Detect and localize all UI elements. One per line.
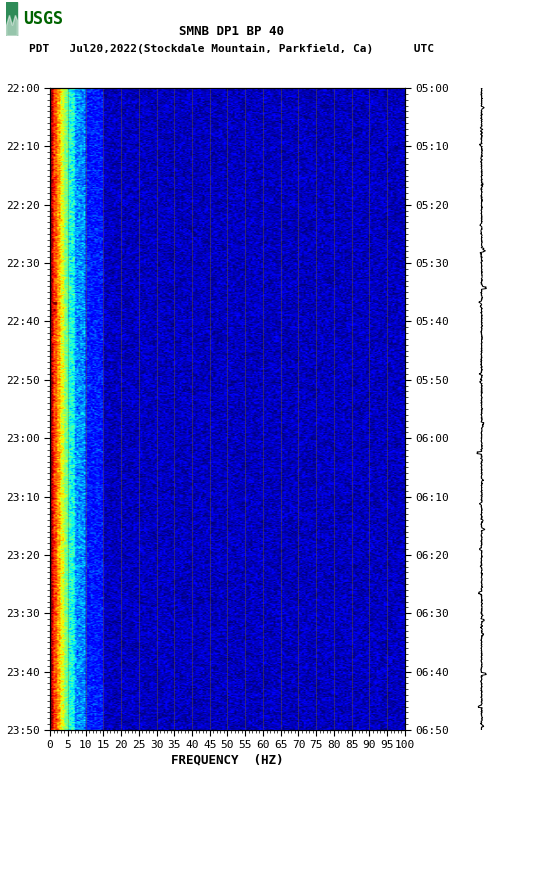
Polygon shape	[7, 15, 18, 36]
Text: USGS: USGS	[23, 10, 63, 28]
Polygon shape	[6, 2, 18, 36]
Text: SMNB DP1 BP 40: SMNB DP1 BP 40	[179, 25, 284, 38]
X-axis label: FREQUENCY  (HZ): FREQUENCY (HZ)	[171, 753, 284, 766]
Text: PDT   Jul20,2022(Stockdale Mountain, Parkfield, Ca)      UTC: PDT Jul20,2022(Stockdale Mountain, Parkf…	[29, 44, 434, 54]
